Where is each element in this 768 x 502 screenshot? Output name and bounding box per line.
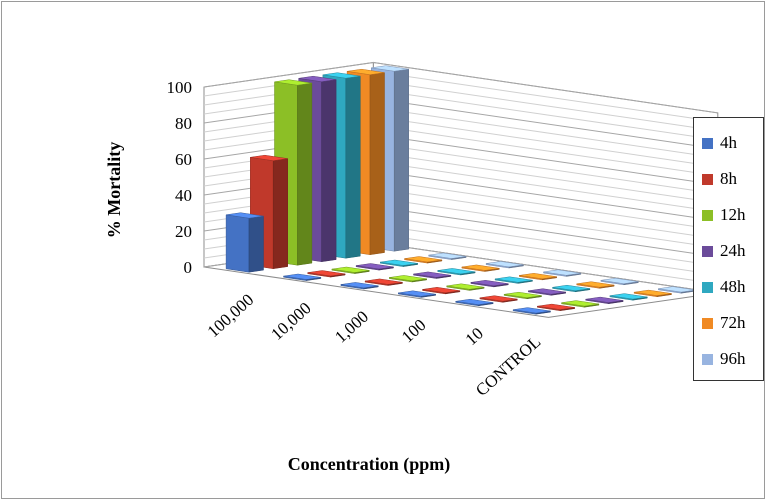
legend-label: 48h xyxy=(720,277,746,296)
bar-72h-CONTROL xyxy=(633,289,672,297)
bar-24h-CONTROL xyxy=(585,296,624,304)
y-axis-title: % Mortality xyxy=(104,142,124,238)
x-tick-label: 10,000 xyxy=(267,298,314,343)
legend-item: 48h xyxy=(702,276,746,298)
bar-8h-1000 xyxy=(364,278,403,286)
bar-24h-1000 xyxy=(413,271,452,279)
y-tick-label: 60 xyxy=(175,150,192,169)
x-tick-label: 100,000 xyxy=(204,290,258,341)
x-axis-title: Concentration (ppm) xyxy=(288,454,451,475)
legend-label: 72h xyxy=(720,313,746,332)
legend-item: 24h xyxy=(702,240,746,262)
legend-swatch xyxy=(702,209,713,221)
bar-4h-1000 xyxy=(340,282,379,290)
legend-swatch xyxy=(702,137,713,149)
bar-48h-100 xyxy=(494,276,533,284)
legend-label: 12h xyxy=(720,205,746,224)
x-tick-label: 1,000 xyxy=(331,307,372,347)
bar-96h-CONTROL xyxy=(658,286,696,294)
bar-72h-1000 xyxy=(461,264,500,272)
bar-8h-10 xyxy=(479,295,518,303)
bar-8h-10000 xyxy=(307,270,346,278)
x-tick-label: CONTROL xyxy=(472,332,544,400)
bar-12h-1000 xyxy=(389,275,427,283)
bar-48h-10 xyxy=(552,284,591,293)
bar-4h-10 xyxy=(455,298,494,307)
bar-48h-1000 xyxy=(437,268,476,276)
y-tick-label: 40 xyxy=(175,186,192,205)
y-tick-label: 0 xyxy=(184,258,193,277)
bar-96h-10000 xyxy=(428,252,467,260)
legend-label: 4h xyxy=(720,133,737,152)
bar-24h-10000 xyxy=(355,263,394,271)
bar-12h-100 xyxy=(446,283,485,291)
x-tick-label: 10 xyxy=(462,324,487,349)
bar-12h-10 xyxy=(503,291,542,300)
bar-4h-10000 xyxy=(283,273,322,281)
y-tick-label: 20 xyxy=(175,222,192,241)
y-tick-label: 80 xyxy=(175,114,192,133)
bar-72h-10000 xyxy=(404,256,443,264)
bar-72h-100 xyxy=(519,273,557,281)
gridline xyxy=(203,61,718,114)
bar-96h-10 xyxy=(600,277,639,286)
legend-swatch xyxy=(702,317,713,329)
bar-4h-CONTROL xyxy=(512,307,551,315)
x-tick-label: 100 xyxy=(398,315,430,346)
legend-item: 72h xyxy=(702,312,746,334)
bar-8h-CONTROL xyxy=(537,303,575,311)
legend-label: 96h xyxy=(720,349,746,368)
legend-label: 24h xyxy=(720,241,746,260)
bar-48h-10000 xyxy=(380,259,418,267)
bar-72h-10 xyxy=(576,281,615,289)
y-axis-ticks: 0 20 40 60 80 100 xyxy=(167,78,193,277)
legend-item: 8h xyxy=(702,168,737,190)
legend-swatch xyxy=(702,245,713,257)
bar-12h-CONTROL xyxy=(561,300,600,308)
legend-item: 96h xyxy=(702,348,746,370)
legend-swatch xyxy=(702,353,713,365)
legend-swatch xyxy=(702,281,713,293)
legend-swatch xyxy=(702,173,713,185)
chart-bars xyxy=(225,65,696,315)
legend-item: 4h xyxy=(702,132,737,154)
legend: 4h 8h 12h 24h 48h 72h 96h xyxy=(693,117,764,381)
legend-item: 12h xyxy=(702,204,746,226)
legend-label: 8h xyxy=(720,169,737,188)
bar-4h-100000 xyxy=(225,212,264,273)
bar-24h-10 xyxy=(528,288,566,296)
bar-12h-10000 xyxy=(331,266,370,274)
bar-8h-100 xyxy=(422,287,461,295)
bar-96h-1000 xyxy=(485,261,524,269)
bar-24h-100 xyxy=(470,280,509,288)
y-tick-label: 100 xyxy=(167,78,193,97)
bar-4h-100 xyxy=(398,290,436,298)
bar-96h-100 xyxy=(543,269,582,277)
bar-48h-CONTROL xyxy=(609,293,648,301)
